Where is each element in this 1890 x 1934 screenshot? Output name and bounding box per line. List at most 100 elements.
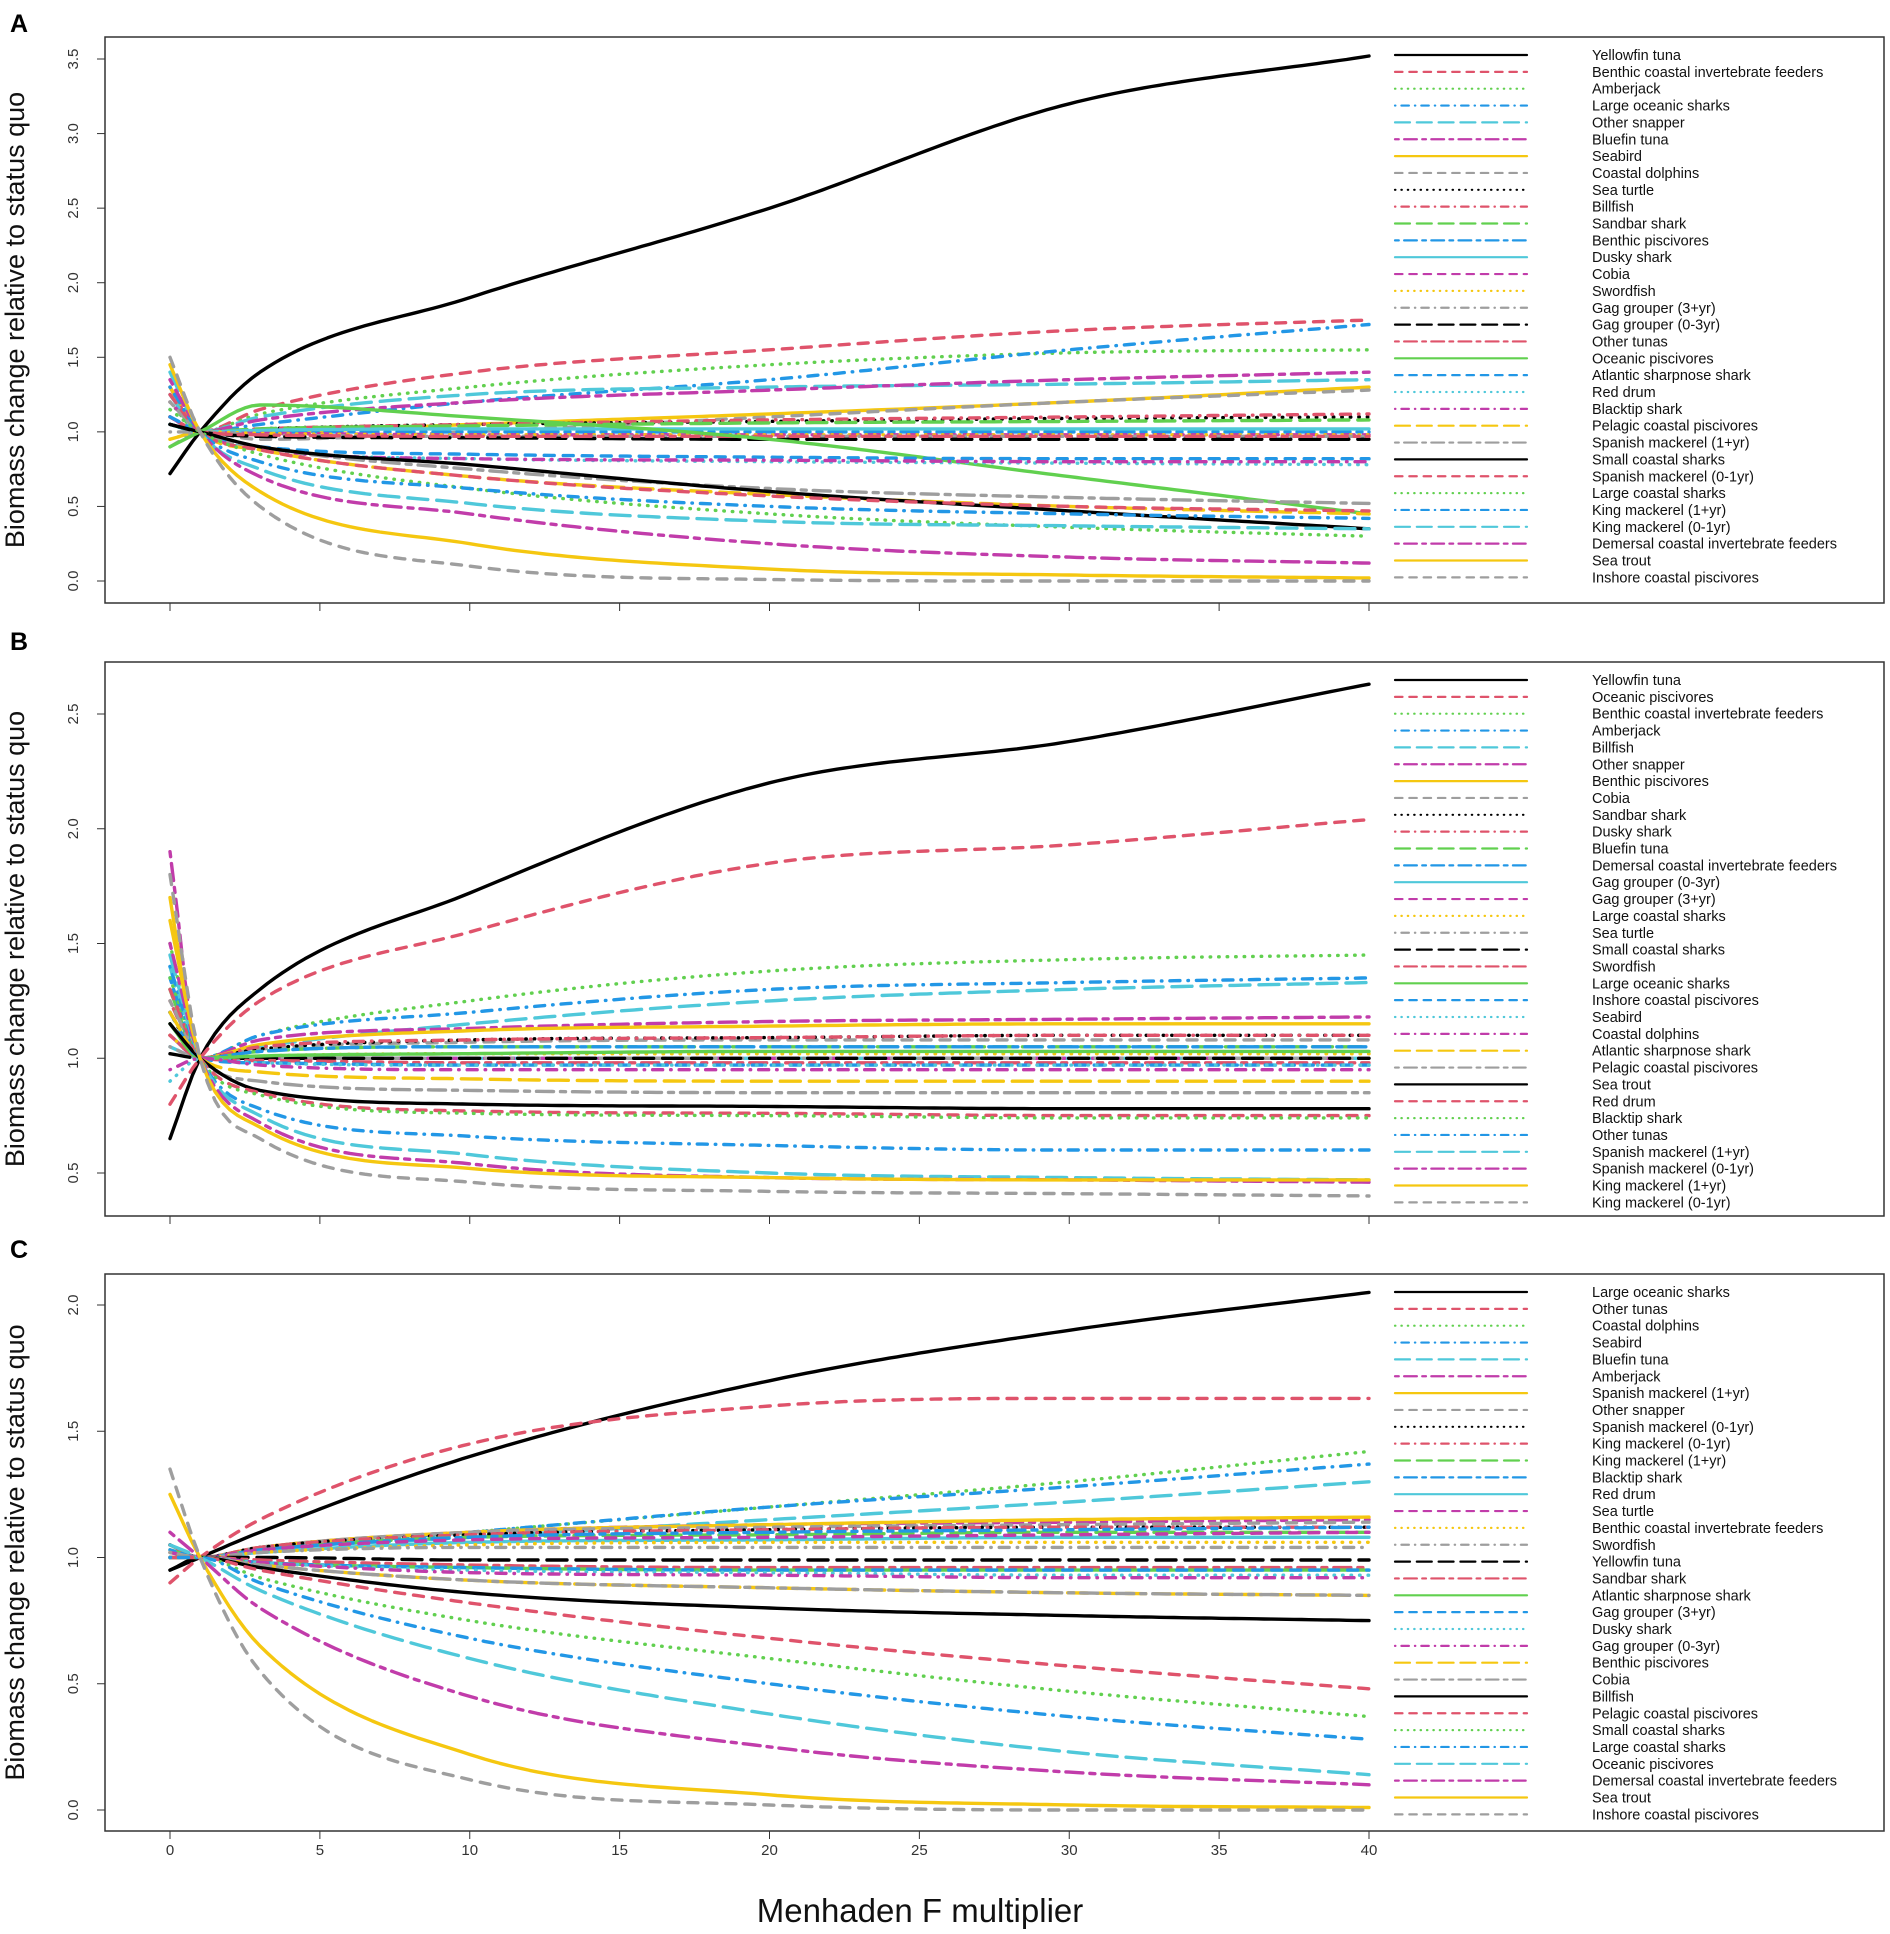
series-line (168, 322, 1371, 434)
x-tick-label: 25 (911, 1842, 928, 1859)
legend-entry: Dusky shark (1592, 250, 1673, 266)
legend-entry: Yellowfin tuna (1592, 1555, 1682, 1571)
legend-entry: Sandbar shark (1592, 217, 1687, 233)
legend-entry: Inshore coastal piscivores (1592, 993, 1759, 1009)
x-tick-label: 5 (316, 1842, 324, 1859)
y-tick-label: 1.0 (65, 1048, 82, 1069)
legend-entry: Cobia (1592, 267, 1631, 283)
series-line (168, 415, 1371, 438)
legend-entry: Spanish mackerel (0-1yr) (1592, 469, 1754, 485)
y-tick-label: 0.5 (65, 1673, 82, 1694)
series-line (168, 1396, 1371, 1585)
legend-entry: Other snapper (1592, 115, 1685, 131)
series-line (168, 318, 1371, 434)
legend-entry: King mackerel (1+yr) (1592, 503, 1726, 519)
legend-entry: Spanish mackerel (0-1yr) (1592, 1420, 1754, 1436)
legend-entry: Sandbar shark (1592, 1571, 1687, 1587)
legend-entry: Sea turtle (1592, 926, 1654, 942)
series-line (168, 1525, 1371, 1560)
legend-entry: Dusky shark (1592, 825, 1673, 841)
plot-frame (104, 36, 1885, 604)
legend-entry: Red drum (1592, 1094, 1656, 1110)
legend-entry: Gag grouper (3+yr) (1592, 301, 1716, 317)
legend-entry: Small coastal sharks (1592, 1723, 1725, 1739)
legend-entry: Pelagic coastal piscivores (1592, 419, 1758, 435)
series-line (168, 918, 1371, 1182)
legend-entry: Demersal coastal invertebrate feeders (1592, 537, 1837, 553)
x-tick-label: 10 (461, 1842, 478, 1859)
legend-entry: Oceanic piscivores (1592, 690, 1714, 706)
legend-entry: King mackerel (1+yr) (1592, 1454, 1726, 1470)
x-tick-label: 20 (761, 1842, 778, 1859)
series-line (168, 400, 1371, 506)
series-line (168, 850, 1371, 1060)
legend-entry: Swordfish (1592, 284, 1656, 300)
series-line (168, 407, 1371, 467)
series-line (168, 378, 1371, 565)
legend-entry: King mackerel (0-1yr) (1592, 1437, 1731, 1453)
series-line (168, 1555, 1371, 1572)
legend-entry: Small coastal sharks (1592, 452, 1725, 468)
legend-entry: Other snapper (1592, 757, 1685, 773)
legend-entry: Spanish mackerel (1+yr) (1592, 436, 1750, 452)
legend-entry: Gag grouper (3+yr) (1592, 1605, 1716, 1621)
legend-entry: Blacktip shark (1592, 1111, 1683, 1127)
legend-entry: King mackerel (0-1yr) (1592, 520, 1731, 536)
series-line (168, 976, 1371, 1060)
legend-entry: Benthic piscivores (1592, 774, 1709, 790)
plot-frame (104, 1273, 1885, 1832)
series-line (168, 999, 1371, 1095)
series-line (168, 407, 1371, 538)
legend-entry: Gag grouper (0-3yr) (1592, 1639, 1720, 1655)
legend-entry: Gag grouper (0-3yr) (1592, 318, 1720, 334)
legend-entry: Inshore coastal piscivores (1592, 570, 1759, 586)
series-line (168, 1555, 1371, 1719)
legend-entry: Sandbar shark (1592, 808, 1687, 824)
y-tick-label: 2.5 (65, 198, 82, 219)
series-line (168, 817, 1371, 1106)
legend-entry: Large coastal sharks (1592, 1740, 1726, 1756)
legend-entry: Sea trout (1592, 554, 1651, 570)
legend-entry: Yellowfin tuna (1592, 673, 1682, 689)
panel-letter: A (10, 10, 28, 38)
legend-entry: Gag grouper (0-3yr) (1592, 875, 1720, 891)
series-line (168, 1555, 1371, 1598)
series-line (168, 987, 1371, 1118)
series-line (168, 1555, 1371, 1741)
series-line (168, 1545, 1371, 1560)
series-line (168, 1555, 1371, 1691)
series-line (168, 682, 1371, 1141)
series-line (168, 363, 1371, 580)
legend-entry: Red drum (1592, 1487, 1656, 1503)
legend-entry: Billfish (1592, 1689, 1634, 1705)
series-line (168, 1056, 1371, 1072)
legend-entry: Demersal coastal invertebrate feeders (1592, 858, 1837, 874)
y-tick-label: 1.5 (65, 347, 82, 368)
legend-entry: Large oceanic sharks (1592, 1285, 1730, 1301)
legend-entry: Billfish (1592, 200, 1634, 216)
series-line (168, 941, 1371, 1060)
y-tick-label: 2.0 (65, 272, 82, 293)
series-line (168, 1033, 1371, 1065)
legend-entry: Amberjack (1592, 1369, 1661, 1385)
x-tick-label: 40 (1361, 1842, 1378, 1859)
legend-entry: Other tunas (1592, 1128, 1668, 1144)
plot-frame (104, 661, 1885, 1217)
panel-letter: C (10, 1236, 28, 1264)
series-line (168, 370, 1371, 531)
legend-entry: Benthic coastal invertebrate feeders (1592, 65, 1823, 81)
x-axis-label: Menhaden F multiplier (757, 1892, 1084, 1929)
y-tick-label: 2.5 (65, 704, 82, 725)
legend-entry: Spanish mackerel (1+yr) (1592, 1145, 1750, 1161)
legend-entry: Cobia (1592, 791, 1631, 807)
legend-entry: Sea turtle (1592, 183, 1654, 199)
y-tick-label: 0.0 (65, 1800, 82, 1821)
y-tick-label: 0.0 (65, 571, 82, 592)
legend-entry: Spanish mackerel (1+yr) (1592, 1386, 1750, 1402)
series-line (168, 378, 1371, 434)
x-tick-label: 30 (1061, 1842, 1078, 1859)
series-line (168, 976, 1371, 1060)
y-axis-label: Biomass change relative to status quo (0, 92, 30, 548)
legend-entry: Benthic coastal invertebrate feeders (1592, 1521, 1823, 1537)
legend-entry: Amberjack (1592, 724, 1661, 740)
